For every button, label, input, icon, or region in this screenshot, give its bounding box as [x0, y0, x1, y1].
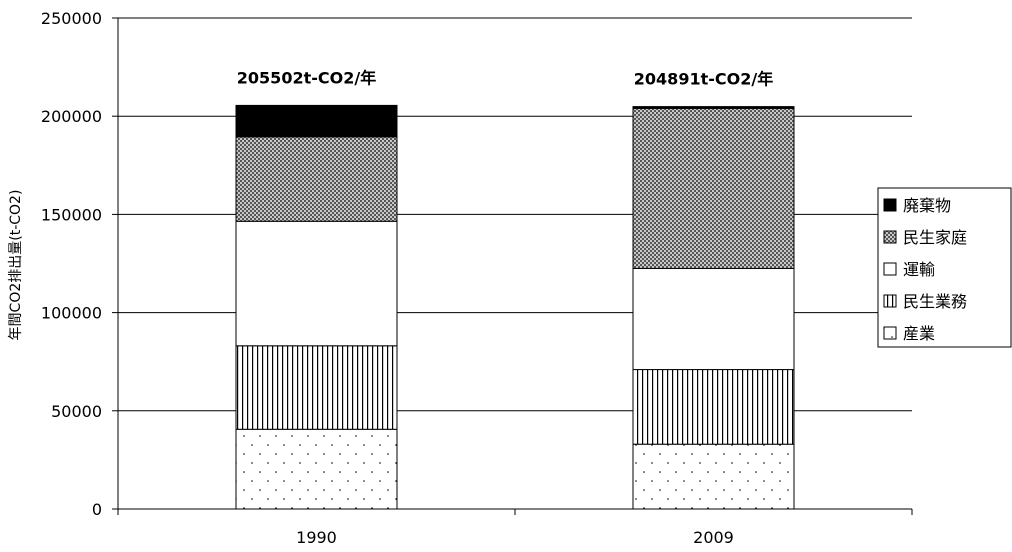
bars [235, 104, 795, 510]
total-label-1990: 205502t-CO2/年 [237, 68, 376, 87]
legend-item: 民生業務 [883, 292, 967, 311]
bar-1990-series-5 [235, 104, 398, 138]
bar-2009-series-2 [632, 369, 795, 445]
legend-swatch [883, 294, 897, 308]
legend-item: 廃棄物 [883, 196, 951, 215]
legend-swatch [883, 230, 897, 244]
legend-label: 運輸 [903, 260, 935, 279]
y-tick-label: 100000 [41, 304, 102, 323]
y-tick-label: 250000 [41, 9, 102, 28]
legend-item: 民生家庭 [883, 228, 967, 247]
bar-1990-series-2 [235, 345, 398, 430]
x-tick-label: 2009 [693, 528, 734, 547]
legend-swatch [883, 326, 897, 340]
bar-2009-series-3 [632, 267, 795, 371]
legend-swatch [883, 198, 897, 212]
bar-1990-series-4 [235, 136, 398, 222]
bar-2009-series-4 [632, 107, 795, 269]
y-tick-label: 0 [92, 500, 102, 519]
legend-label: 民生業務 [903, 292, 967, 311]
legend-box [877, 187, 1012, 348]
bar-2009-series-5 [632, 106, 795, 109]
y-tick-label: 50000 [51, 402, 102, 421]
x-tick-label: 1990 [296, 528, 337, 547]
legend-item: 産業 [883, 324, 935, 343]
legend-item: 運輸 [883, 260, 935, 279]
legend-label: 廃棄物 [903, 196, 951, 215]
bar-1990-series-3 [235, 220, 398, 347]
y-tick-label: 150000 [41, 205, 102, 224]
labels: 0 50000 100000 150000 200000 250000 205502t-CO… [41, 9, 773, 547]
legend-swatch [883, 262, 897, 276]
legend-label: 産業 [903, 324, 935, 343]
bar-1990-series-1 [235, 428, 398, 510]
y-tick-label: 200000 [41, 107, 102, 126]
axes [112, 17, 913, 515]
legend-label: 民生家庭 [903, 228, 967, 247]
bar-2009-series-1 [632, 443, 795, 510]
y-axis-label: 年間CO2排出量(t-CO2) [8, 190, 24, 341]
total-label-2009: 204891t-CO2/年 [634, 70, 773, 89]
